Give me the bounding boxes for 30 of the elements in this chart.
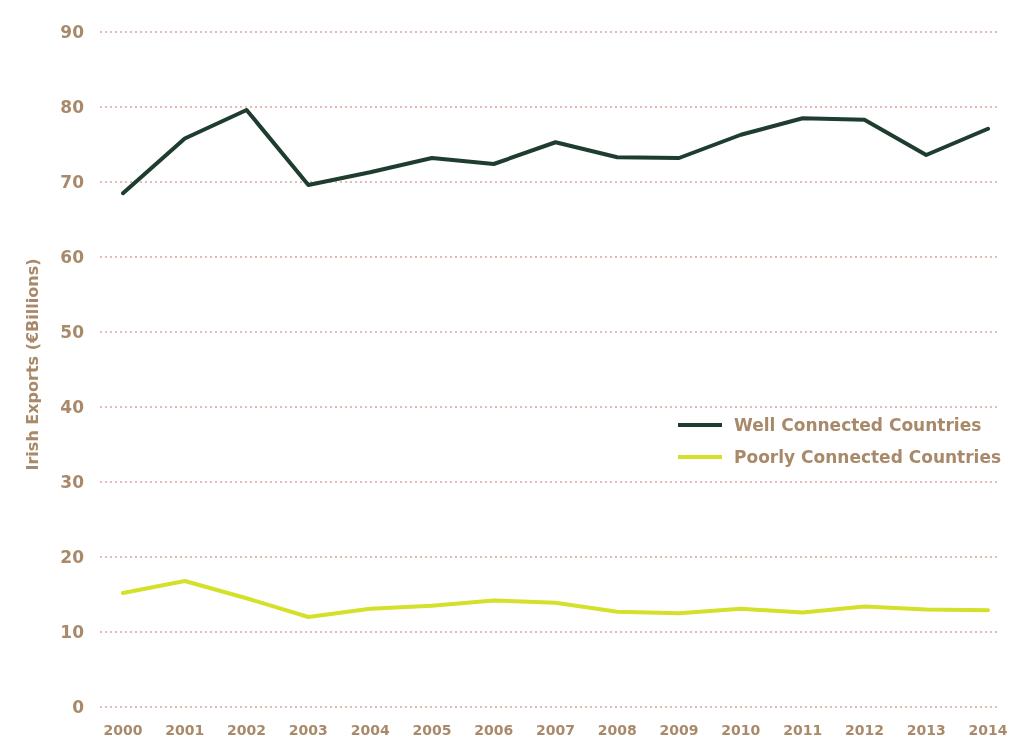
y-tick-label: 80 xyxy=(60,96,85,117)
y-tick-label: 90 xyxy=(60,21,85,42)
x-tick-label: 2000 xyxy=(103,722,143,738)
x-tick-label: 2010 xyxy=(721,722,761,738)
x-tick-label: 2009 xyxy=(659,722,699,738)
x-tick-label: 2006 xyxy=(474,722,514,738)
y-tick-label: 40 xyxy=(60,396,85,417)
y-tick-label: 70 xyxy=(60,171,85,192)
x-tick-label: 2004 xyxy=(350,722,390,738)
y-tick-label: 20 xyxy=(60,546,85,567)
x-tick-label: 2011 xyxy=(783,722,823,738)
legend-label: Poorly Connected Countries xyxy=(734,446,1002,467)
y-tick-label: 30 xyxy=(60,471,85,492)
y-axis-title: Irish Exports (€Billions) xyxy=(23,258,42,471)
y-tick-label: 10 xyxy=(60,621,85,642)
x-tick-label: 2007 xyxy=(536,722,575,738)
x-tick-label: 2012 xyxy=(844,722,884,738)
x-tick-label: 2003 xyxy=(288,722,328,738)
y-tick-label: 50 xyxy=(60,321,85,342)
line-series xyxy=(121,108,990,196)
legend-label: Well Connected Countries xyxy=(734,414,982,435)
x-tick-label: 2005 xyxy=(412,722,452,738)
x-tick-label: 2008 xyxy=(597,722,637,738)
x-tick-label: 2001 xyxy=(165,722,205,738)
x-tick-label: 2014 xyxy=(968,722,1008,738)
x-tick-label: 2013 xyxy=(906,722,946,738)
line-series xyxy=(121,579,990,619)
x-tick-label: 2002 xyxy=(227,722,267,738)
y-tick-label: 0 xyxy=(72,696,85,717)
y-tick-label: 60 xyxy=(60,246,85,267)
